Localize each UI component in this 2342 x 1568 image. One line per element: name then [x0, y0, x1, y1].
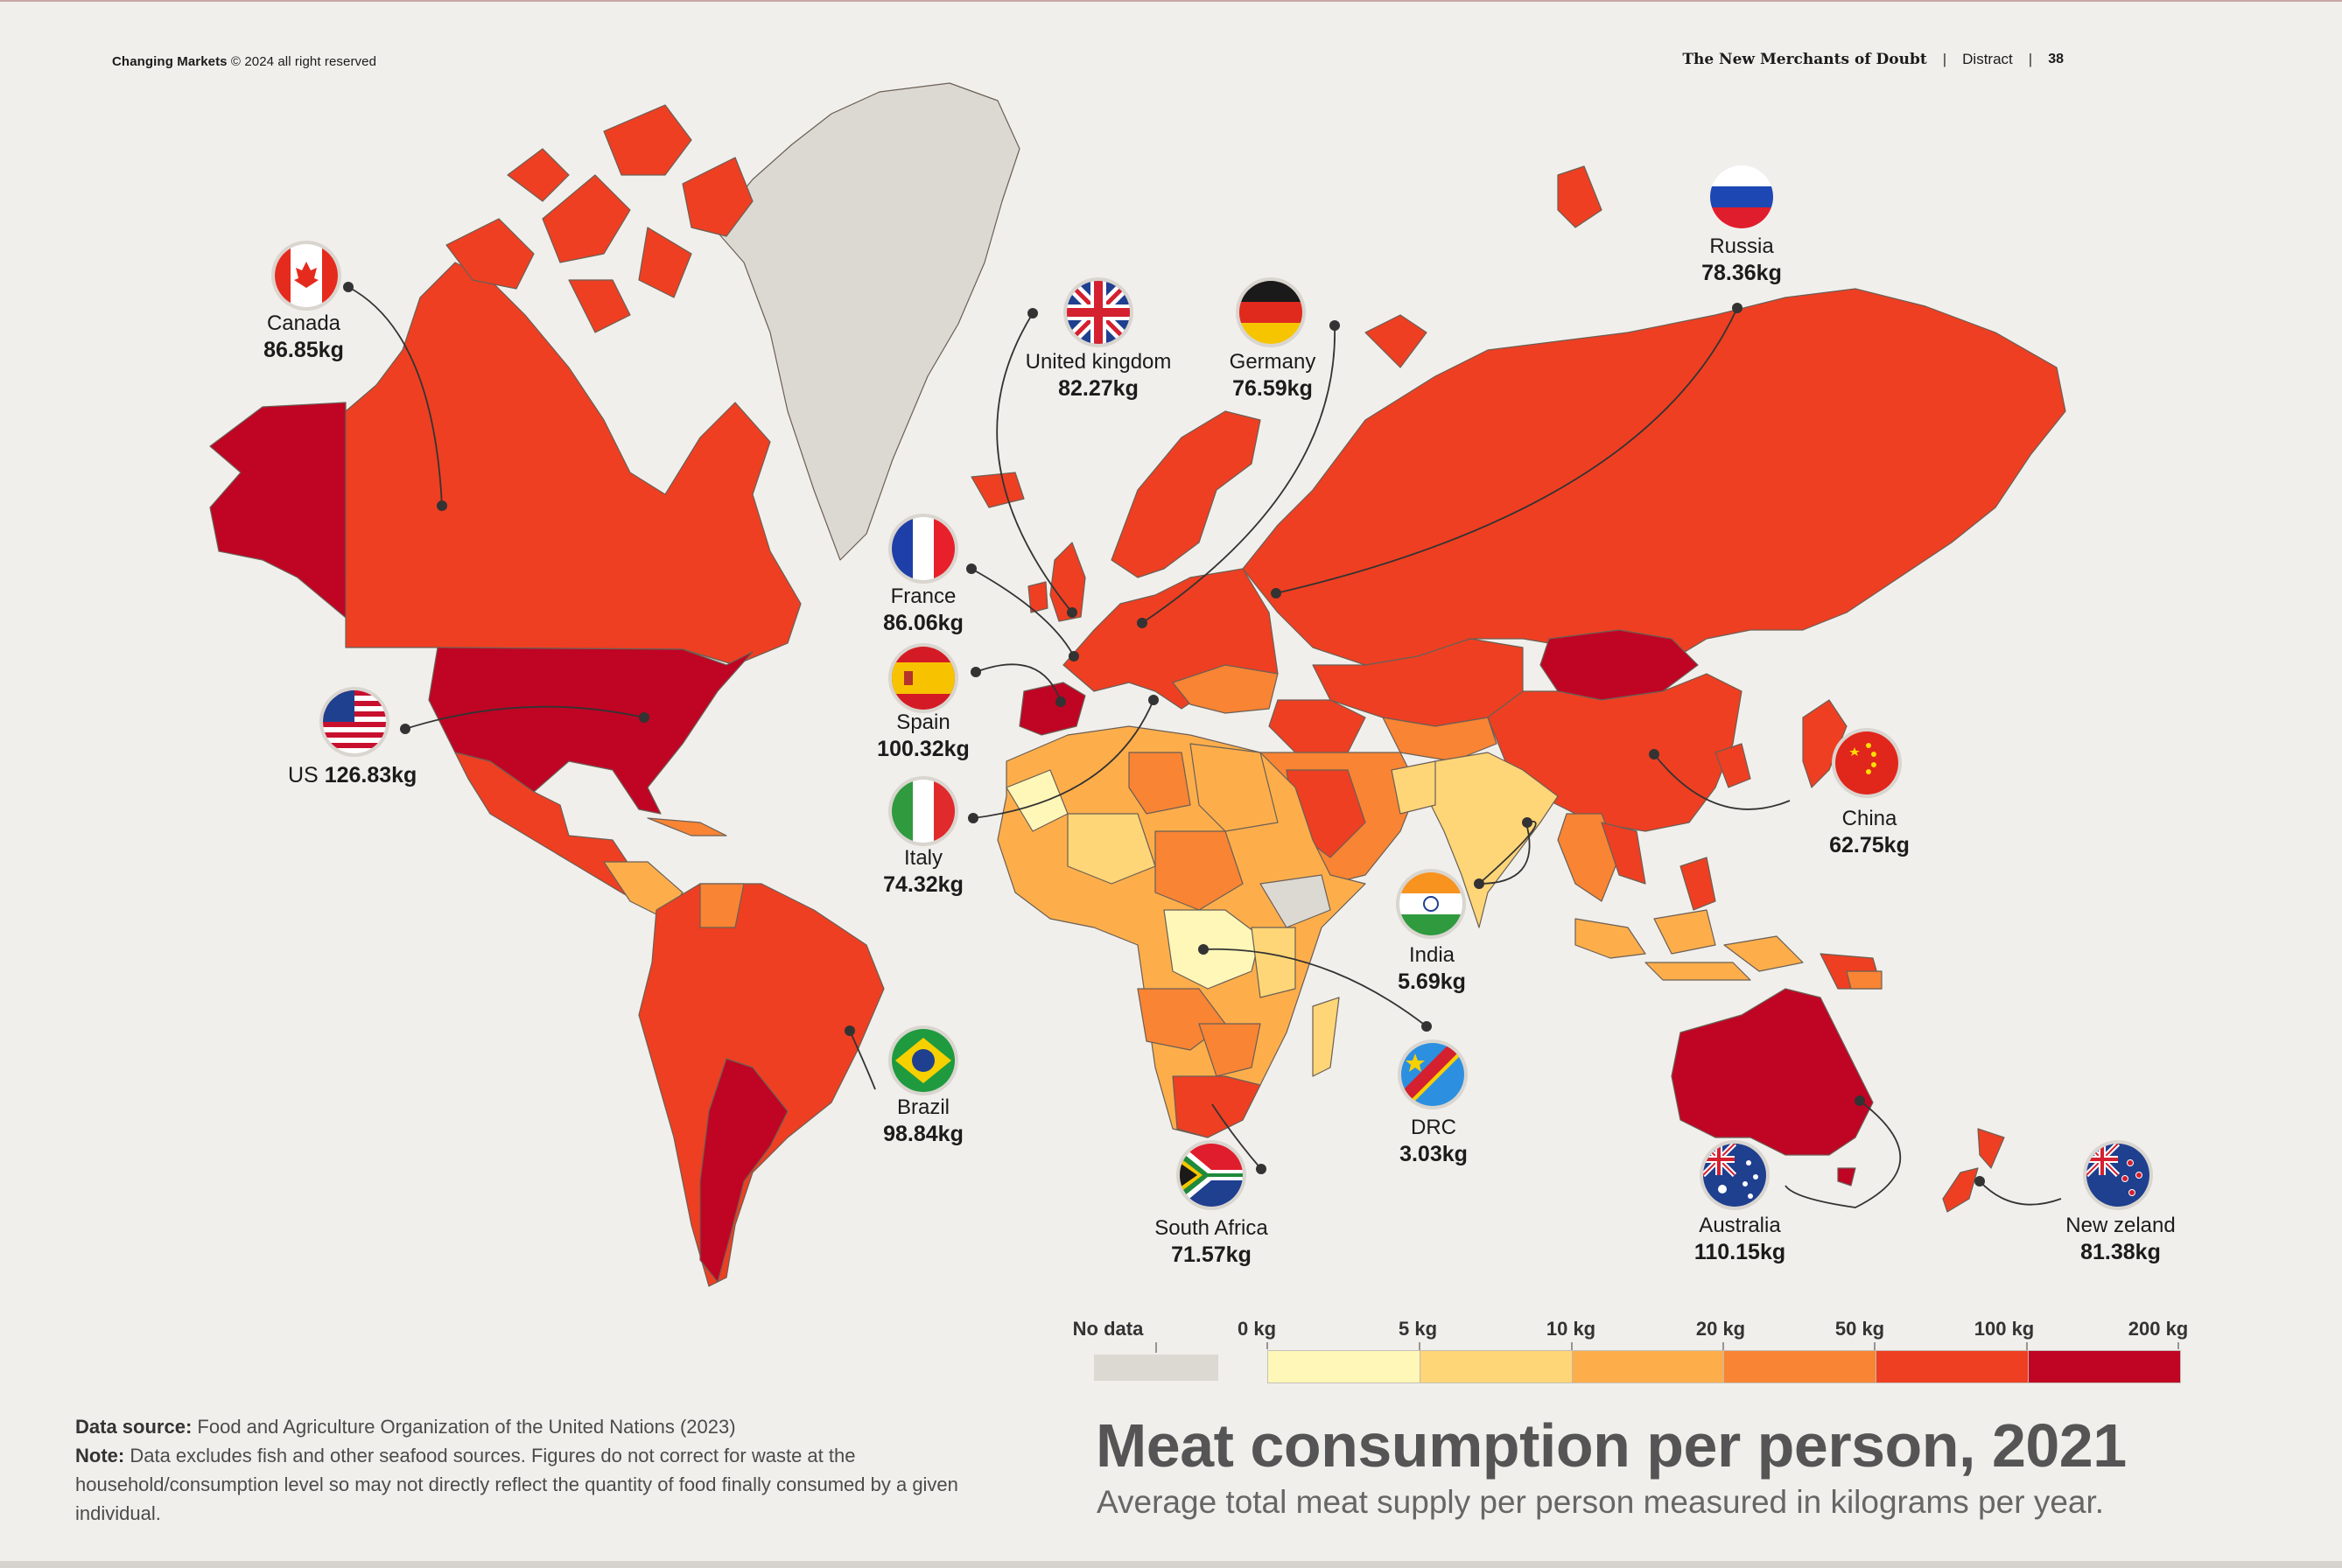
legend-tick-label: 5 kg [1398, 1318, 1438, 1340]
us-flag-icon [319, 687, 389, 757]
iberia [1019, 682, 1086, 736]
label-india: India 5.69kg [1398, 943, 1466, 994]
section-name: Distract [1962, 51, 2013, 67]
italy-flag-icon [888, 776, 958, 846]
running-header: The New Merchants of Doubt | Distract | … [1682, 51, 2064, 68]
russia [1242, 288, 2066, 675]
drc-flag-icon [1398, 1040, 1468, 1110]
legend-swatch [1268, 1351, 1420, 1382]
legend-tick-label: 10 kg [1546, 1318, 1596, 1340]
china-flag-icon [1832, 728, 1902, 798]
india [1426, 752, 1559, 928]
label-uk: United kingdom 82.27kg [1025, 350, 1172, 401]
russia-flag-icon [1710, 165, 1773, 228]
legend-tick-label: 200 kg [2128, 1318, 2189, 1340]
canada-flag-icon [271, 241, 341, 311]
greenland [712, 82, 1020, 561]
label-australia: Australia 110.15kg [1693, 1214, 1786, 1264]
chart-title: Meat consumption per person, 2021 [1096, 1411, 2127, 1480]
chart-subtitle: Average total meat supply per person mea… [1097, 1484, 2105, 1520]
brazil-flag-icon [888, 1026, 958, 1096]
france-flag-icon [888, 514, 958, 584]
uk [1049, 542, 1086, 622]
legend-no-data-swatch [1094, 1354, 1218, 1381]
legend-tick-label: 20 kg [1695, 1318, 1746, 1340]
label-france: France 86.06kg [883, 584, 964, 635]
alaska [209, 402, 368, 622]
legend-no-data-label: No data [1072, 1318, 1144, 1340]
new-zealand-flag-icon [2083, 1140, 2153, 1210]
top-rule [0, 0, 2342, 2]
publication-title: The New Merchants of Doubt [1682, 51, 1927, 68]
south-africa-flag-icon [1176, 1140, 1246, 1210]
legend-swatch [2029, 1351, 2180, 1382]
bottom-rule [0, 1561, 2342, 1568]
legend-color-scale [1267, 1350, 2181, 1383]
label-china: China 62.75kg [1829, 807, 1910, 858]
label-russia: Russia 78.36kg [1701, 234, 1782, 285]
label-italy: Italy 74.32kg [883, 846, 964, 897]
new-zealand [1977, 1128, 2005, 1169]
germany-flag-icon [1236, 277, 1306, 347]
legend-tick-label: 50 kg [1834, 1318, 1885, 1340]
canada [345, 262, 802, 666]
label-germany: Germany 76.59kg [1229, 350, 1316, 401]
india-flag-icon [1396, 869, 1466, 939]
spain-flag-icon [888, 643, 958, 713]
label-us: US 126.83kg [288, 763, 417, 788]
legend-swatch [1876, 1351, 2030, 1382]
australia-flag-icon [1700, 1140, 1770, 1210]
page-number: 38 [2048, 52, 2064, 66]
uk-flag-icon [1063, 277, 1133, 347]
australia [1671, 988, 1874, 1156]
legend-swatch [1572, 1351, 1725, 1382]
label-drc: DRC 3.03kg [1399, 1116, 1468, 1166]
legend-tick-label: 0 kg [1237, 1318, 1277, 1340]
label-new-zealand: New zeland 81.38kg [2065, 1214, 2176, 1264]
legend-swatch [1420, 1351, 1573, 1382]
argentina [699, 1058, 789, 1283]
data-source-note: Data source: Food and Agriculture Organi… [75, 1416, 958, 1524]
legend-tick-label: 100 kg [1974, 1318, 2035, 1340]
copyright: Changing Markets © 2024 all right reserv… [112, 54, 377, 69]
south-africa [1172, 1075, 1261, 1138]
legend-swatch [1724, 1351, 1877, 1382]
label-canada: Canada 86.85kg [263, 312, 344, 362]
label-south-africa: South Africa 71.57kg [1154, 1216, 1268, 1267]
label-spain: Spain 100.32kg [877, 710, 970, 761]
label-brazil: Brazil 98.84kg [883, 1096, 964, 1146]
